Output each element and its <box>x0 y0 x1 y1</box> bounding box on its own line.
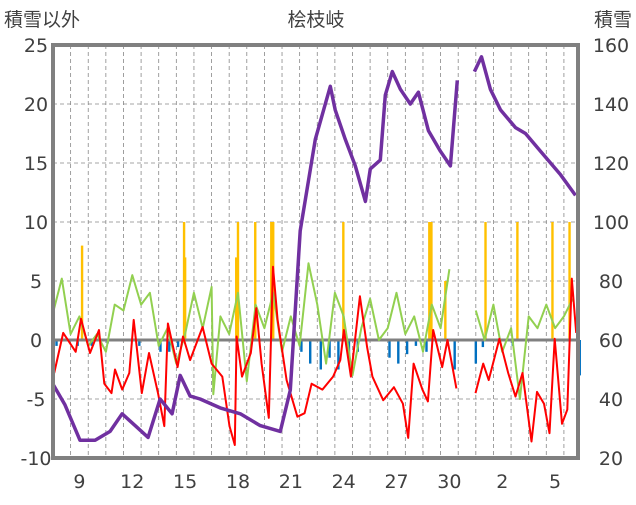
left-tick-label: 25 <box>24 35 48 57</box>
bar <box>309 340 312 364</box>
left-tick-label: 15 <box>24 153 48 175</box>
left-axis-label: 積雪以外 <box>4 9 80 31</box>
bar <box>90 340 93 346</box>
left-tick-label: 5 <box>30 271 42 293</box>
bar <box>444 281 447 340</box>
bar <box>568 222 571 340</box>
left-tick-label: -5 <box>27 389 46 411</box>
left-tick-label: 10 <box>24 212 48 234</box>
bar <box>425 340 428 352</box>
bar <box>397 340 400 364</box>
bar <box>551 222 554 340</box>
bar <box>300 340 303 352</box>
bar <box>55 340 58 346</box>
bar <box>254 222 257 340</box>
right-axis-label: 積雪 <box>594 9 632 31</box>
bar <box>453 340 456 370</box>
bar <box>236 222 240 340</box>
x-tick-label: 18 <box>226 471 250 493</box>
bar <box>138 340 141 346</box>
bar <box>342 222 345 340</box>
right-tick-label: 80 <box>599 271 623 293</box>
left-tick-label: -10 <box>20 448 51 470</box>
bar <box>388 340 391 358</box>
bar <box>516 222 519 340</box>
series-line <box>52 262 451 396</box>
bar <box>176 340 180 348</box>
series-line <box>53 265 458 446</box>
series-line <box>51 69 460 443</box>
bar <box>484 222 487 340</box>
x-tick-label: 5 <box>549 471 561 493</box>
bar <box>319 340 322 370</box>
x-tick-label: 24 <box>332 471 356 493</box>
bar <box>80 245 84 340</box>
bar <box>405 340 409 355</box>
plot-border <box>51 43 580 460</box>
bar <box>159 340 162 352</box>
line-series <box>51 55 578 446</box>
bar <box>337 340 340 370</box>
series-line <box>472 55 577 197</box>
bar <box>481 340 485 348</box>
right-tick-label: 60 <box>599 330 623 352</box>
x-tick-label: 21 <box>279 471 303 493</box>
x-tick-label: 12 <box>120 471 144 493</box>
bar <box>270 222 273 340</box>
bar <box>430 222 433 340</box>
right-tick-label: 40 <box>599 389 623 411</box>
x-tick-label: 30 <box>437 471 461 493</box>
left-tick-label: 0 <box>30 330 42 352</box>
bar <box>168 340 171 352</box>
right-tick-label: 20 <box>599 448 623 470</box>
x-tick-label: 9 <box>73 471 85 493</box>
series-line <box>474 298 574 400</box>
right-tick-label: 120 <box>593 153 629 175</box>
right-tick-label: 100 <box>593 212 629 234</box>
x-tick-label: 27 <box>384 471 408 493</box>
bar <box>428 222 431 340</box>
right-tick-label: 160 <box>593 35 629 57</box>
chart-title: 桧枝岐 <box>287 9 344 31</box>
bar <box>328 340 331 358</box>
series-line <box>474 277 578 443</box>
bar <box>183 257 187 340</box>
bar <box>414 340 418 346</box>
right-tick-label: 140 <box>593 94 629 116</box>
x-tick-label: 15 <box>173 471 197 493</box>
x-tick-label: 2 <box>496 471 508 493</box>
left-tick-label: 20 <box>24 94 48 116</box>
bar <box>474 340 478 364</box>
